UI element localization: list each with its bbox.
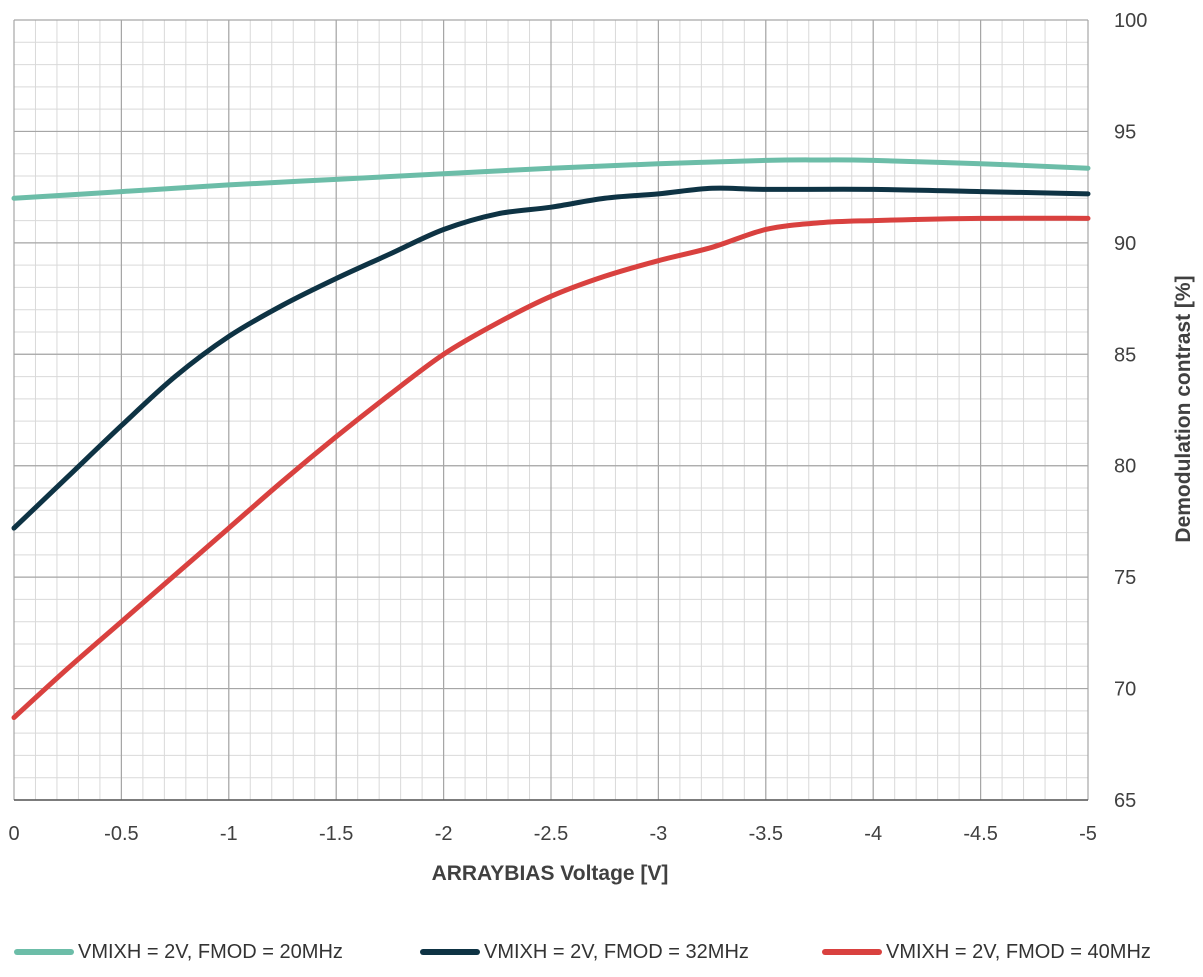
legend-item: VMIXH = 2V, FMOD = 20MHz (14, 934, 343, 970)
series-line-2 (11, 185, 1091, 531)
y-tick-label: 95 (1114, 121, 1136, 143)
legend-item: VMIXH = 2V, FMOD = 32MHz (420, 934, 749, 970)
x-tick-label: -2.5 (534, 823, 568, 845)
series-line-1 (11, 157, 1091, 201)
x-axis-ticks: 0 -0.5 -1 -1.5 -2 -2.5 -3 -3.5 -4 -4.5 -5 (8, 823, 1096, 845)
legend-label: VMIXH = 2V, FMOD = 40MHz (886, 940, 1151, 963)
legend-label: VMIXH = 2V, FMOD = 32MHz (484, 940, 749, 963)
legend-swatch (14, 949, 74, 955)
y-tick-label: 85 (1114, 344, 1136, 366)
x-tick-label: -2 (435, 823, 453, 845)
y-axis-ticks: 65 70 75 80 85 90 95 100 (1114, 10, 1147, 812)
y-tick-label: 100 (1114, 10, 1147, 32)
x-axis-title: ARRAYBIAS Voltage [V] (432, 862, 669, 885)
x-tick-label: -3 (650, 823, 668, 845)
x-tick-label: -1 (220, 823, 238, 845)
x-tick-label: -3.5 (749, 823, 783, 845)
x-tick-label: -0.5 (104, 823, 138, 845)
series-line-3 (11, 215, 1091, 721)
x-tick-label: 0 (8, 823, 19, 845)
legend-swatch (822, 949, 882, 955)
legend-swatch (420, 949, 480, 955)
x-tick-label: -4 (864, 823, 882, 845)
legend-label: VMIXH = 2V, FMOD = 20MHz (78, 940, 343, 963)
x-tick-label: -4.5 (963, 823, 997, 845)
y-tick-label: 80 (1114, 456, 1136, 478)
legend-item: VMIXH = 2V, FMOD = 40MHz (822, 934, 1151, 970)
major-gridlines (13, 19, 1089, 801)
y-axis-title: Demodulation contrast [%] (1172, 275, 1195, 542)
x-tick-label: -5 (1079, 823, 1097, 845)
legend: VMIXH = 2V, FMOD = 20MHz VMIXH = 2V, FMO… (0, 934, 1203, 970)
x-tick-label: -1.5 (319, 823, 353, 845)
y-tick-label: 90 (1114, 233, 1136, 255)
y-tick-label: 75 (1114, 567, 1136, 589)
y-tick-label: 70 (1114, 679, 1136, 701)
y-tick-label: 65 (1114, 790, 1136, 812)
series-layer (11, 157, 1091, 721)
